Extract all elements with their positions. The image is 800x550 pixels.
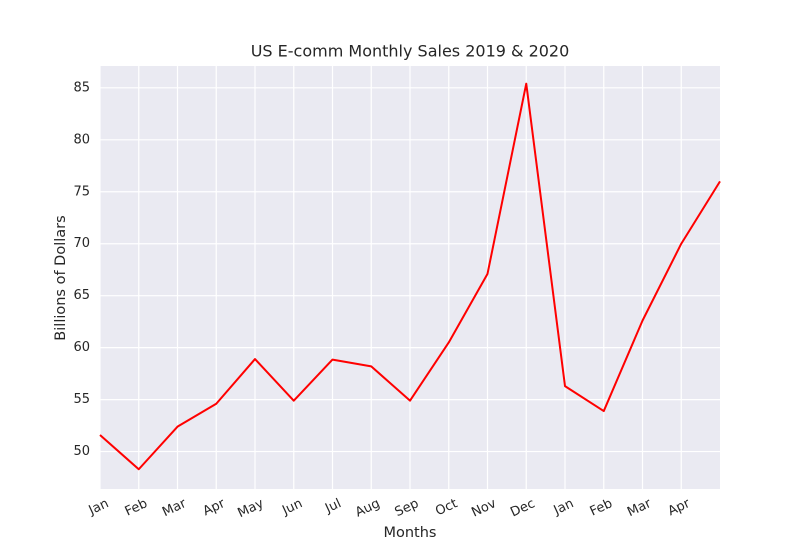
y-tick-label: 85: [73, 80, 90, 95]
x-tick-label: May: [235, 496, 266, 521]
x-tick-label: Jul: [322, 496, 343, 517]
y-tick-label: 75: [73, 184, 90, 199]
x-tick-label: Nov: [469, 496, 499, 520]
x-tick-label: Oct: [433, 496, 460, 519]
x-tick-label: Apr: [666, 496, 693, 519]
y-tick-label: 65: [73, 288, 90, 303]
x-tick-label: Apr: [201, 496, 228, 519]
y-axis-label: Billions of Dollars: [53, 215, 69, 340]
x-tick-label: Dec: [508, 496, 537, 520]
x-tick-label: Sep: [393, 496, 422, 520]
line-series: [99, 82, 721, 471]
y-tick-label: 50: [73, 444, 90, 459]
chart-title: US E-comm Monthly Sales 2019 & 2020: [251, 42, 570, 61]
x-tick-label: Feb: [588, 496, 615, 519]
y-tick-label: 55: [73, 392, 90, 407]
y-tick-label: 60: [73, 340, 90, 355]
x-tick-label: Jan: [551, 496, 576, 518]
y-tick-label: 70: [73, 236, 90, 251]
x-tick-label: Jun: [279, 496, 305, 519]
x-tick-label: Aug: [353, 496, 382, 520]
x-tick-label: Feb: [123, 496, 150, 519]
x-axis-label: Months: [383, 525, 436, 541]
y-tick-label: 80: [73, 132, 90, 147]
x-tick-label: Mar: [625, 496, 654, 520]
x-tick-label: Jan: [86, 496, 111, 518]
x-tick-label: Mar: [160, 496, 189, 520]
